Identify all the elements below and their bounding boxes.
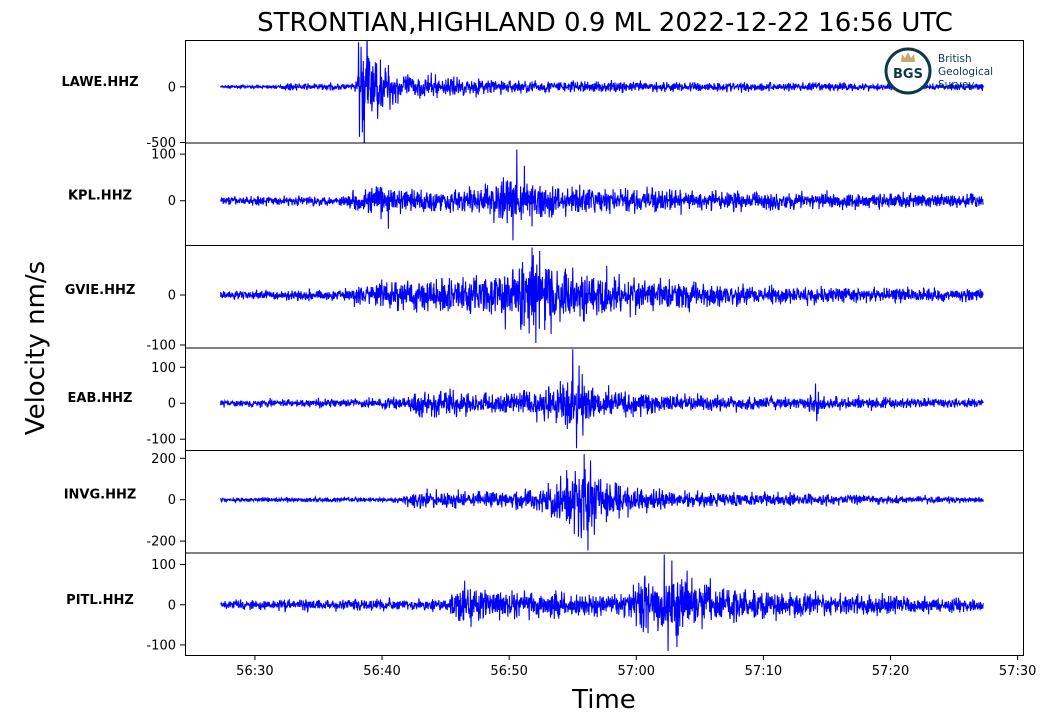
- y-tick-label: 0: [168, 598, 176, 613]
- y-tick-label: 200: [151, 452, 176, 467]
- y-tick-label: 0: [168, 397, 176, 412]
- logo-line-1: British: [938, 53, 972, 65]
- waveform-trace: [220, 554, 984, 651]
- crown-icon: [901, 52, 915, 62]
- y-tick-label: -500: [146, 136, 176, 151]
- x-tick-label: 56:30: [236, 664, 273, 679]
- logo-line-3: Survey: [938, 79, 975, 91]
- trace-panel: 200 0 -200 INVG.HHZ: [64, 450, 1024, 554]
- x-axis-label: Time: [571, 685, 636, 715]
- chart-title: STRONTIAN,HIGHLAND 0.9 ML 2022-12-22 16:…: [257, 8, 953, 38]
- y-tick-label: -100: [146, 339, 176, 354]
- trace-panel: 0 -500 LAWE.HHZ: [61, 40, 1024, 151]
- panel-frame: [185, 552, 1024, 656]
- station-label: PITL.HHZ: [66, 593, 134, 608]
- x-tick-label: 56:50: [490, 664, 527, 679]
- station-label: KPL.HHZ: [68, 189, 132, 204]
- station-label: LAWE.HHZ: [61, 75, 138, 90]
- x-tick-label: 57:30: [999, 664, 1036, 679]
- y-tick-label: 100: [151, 148, 176, 163]
- trace-panels: 0 -500 LAWE.HHZ 100 0 KPL.HHZ 0 -100 GVIE.HHZ 100…: [61, 40, 1024, 656]
- waveform-trace: [220, 247, 984, 344]
- y-tick-label: 0: [168, 289, 176, 304]
- trace-panel: 0 -100 GVIE.HHZ: [65, 245, 1024, 354]
- waveform-trace: [220, 454, 984, 551]
- y-tick-label: 100: [151, 558, 176, 573]
- x-tick-label: 57:20: [872, 664, 909, 679]
- trace-panel: 100 0 -100 EAB.HHZ: [68, 347, 1024, 451]
- y-tick-label: -100: [146, 638, 176, 653]
- waveform-trace: [220, 349, 984, 449]
- station-label: GVIE.HHZ: [65, 283, 136, 298]
- panel-frame: [185, 347, 1024, 451]
- logo-ring: [884, 47, 932, 95]
- bgs-logo: BGS British Geological Survey: [884, 47, 993, 95]
- logo-line-2: Geological: [938, 66, 993, 78]
- y-tick-label: 0: [168, 493, 176, 508]
- trace-panel: 100 0 KPL.HHZ: [68, 142, 1024, 246]
- station-label: INVG.HHZ: [64, 488, 137, 503]
- y-tick-label: 0: [168, 194, 176, 209]
- x-tick-label: 56:40: [363, 664, 400, 679]
- y-tick-label: -200: [146, 535, 176, 550]
- logo-initials: BGS: [893, 67, 923, 82]
- x-tick-label: 57:10: [745, 664, 782, 679]
- waveform-trace: [220, 40, 984, 143]
- y-axis-label: Velocity nm/s: [21, 261, 51, 435]
- y-tick-label: 0: [168, 80, 176, 95]
- y-tick-label: -100: [146, 433, 176, 448]
- trace-panel: 100 0 -100 PITL.HHZ: [66, 552, 1024, 656]
- station-label: EAB.HHZ: [68, 391, 133, 406]
- waveform-trace: [220, 149, 984, 241]
- y-tick-label: 100: [151, 361, 176, 376]
- x-tick-label: 57:00: [618, 664, 655, 679]
- x-axis: 56:30 56:40 56:50 57:00 57:10 57:20 57:30: [236, 655, 1036, 679]
